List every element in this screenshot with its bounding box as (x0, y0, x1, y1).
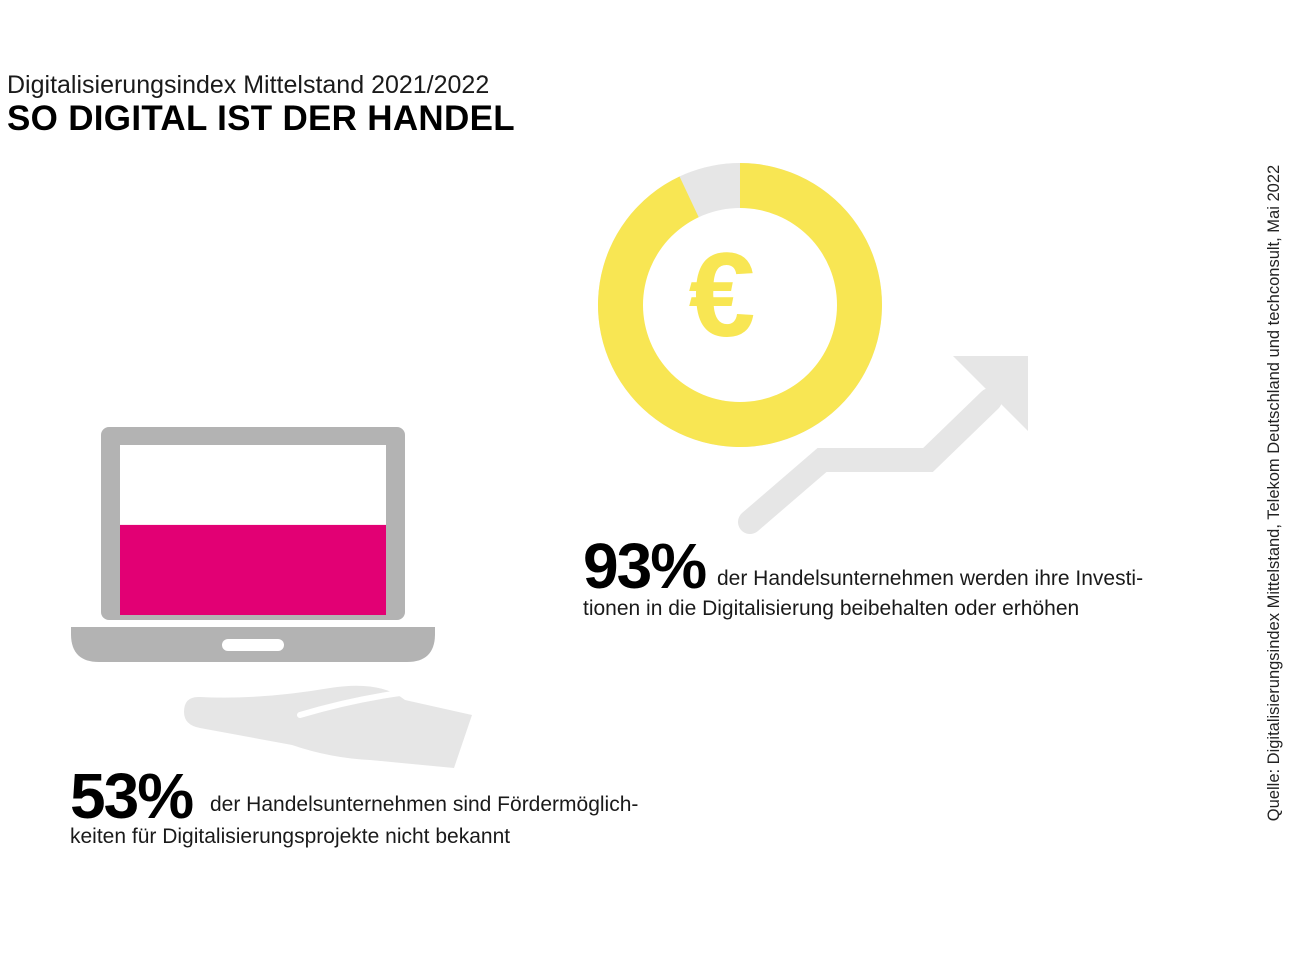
euro-donut-icon: € (597, 163, 882, 447)
page-subtitle: Digitalisierungsindex Mittelstand 2021/2… (7, 71, 490, 99)
stat-investment-value: 93% (583, 530, 707, 602)
laptop-icon (71, 427, 435, 662)
laptop-screen-fill (120, 524, 386, 615)
stat-funding-text-line2: keiten für Digitalisierungsprojekte nich… (70, 825, 511, 848)
stat-funding-text-line1: der Handelsunternehmen sind Fördermöglic… (210, 793, 639, 816)
page-title: SO DIGITAL IST DER HANDEL (7, 99, 515, 138)
source-note: Quelle: Digitalisierungsindex Mittelstan… (1265, 164, 1283, 822)
stat-investment-text-line2: tionen in die Digitalisierung beibehalte… (583, 597, 1080, 620)
hand-icon (184, 685, 472, 768)
stat-investment-text-line1: der Handelsunternehmen werden ihre Inves… (717, 567, 1144, 590)
euro-symbol: € (689, 228, 756, 362)
header: Digitalisierungsindex Mittelstand 2021/2… (7, 70, 515, 138)
trend-arrow-icon (738, 356, 1028, 534)
stat-funding-value: 53% (70, 760, 194, 832)
